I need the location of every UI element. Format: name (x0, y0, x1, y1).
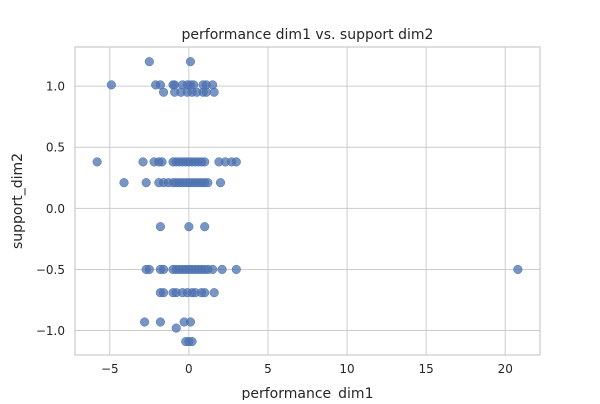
scatter-point (155, 222, 165, 232)
y-tick-label: −0.5 (36, 263, 65, 277)
x-tick-label: 0 (185, 362, 193, 376)
scatter-point (185, 57, 196, 67)
scatter-point (157, 157, 167, 167)
scatter-point (208, 80, 218, 90)
scatter-point (140, 317, 150, 327)
scatter-point (159, 288, 169, 298)
scatter-point (119, 178, 129, 188)
scatter-point (201, 87, 211, 97)
grid-layer (75, 47, 540, 355)
scatter-point (144, 57, 154, 67)
scatter-point (200, 288, 210, 298)
x-tick-label: −5 (101, 362, 119, 376)
scatter-point (209, 87, 219, 97)
scatter-point (92, 157, 102, 167)
chart-title: performance dim1 vs. support dim2 (182, 27, 434, 43)
x-tick-label: 10 (339, 362, 354, 376)
y-tick-label: 1.0 (46, 80, 65, 94)
scatter-point (203, 178, 213, 188)
scatter-point (185, 317, 196, 327)
scatter-point (138, 157, 148, 167)
plot-frame (74, 46, 541, 356)
scatter-point (200, 222, 210, 232)
scatter-point (209, 288, 219, 298)
scatter-point (106, 80, 116, 90)
scatter-point (513, 264, 523, 274)
scatter-point (231, 264, 241, 274)
scatter-point (200, 157, 210, 167)
x-tick-label: 5 (264, 362, 272, 376)
scatter-point (231, 157, 241, 167)
scatter-point (141, 178, 151, 188)
scatter-point (159, 87, 169, 97)
x-tick-labels: −5 0 5 10 15 20 (101, 362, 513, 376)
y-tick-labels: −1.0 −0.5 0.0 0.5 1.0 (36, 80, 65, 338)
x-tick-label: 15 (418, 362, 433, 376)
scatter-point (184, 222, 194, 232)
points-layer (92, 57, 523, 347)
scatter-point (159, 264, 169, 274)
scatter-point (217, 264, 227, 274)
y-tick-label: 0.0 (46, 202, 65, 216)
x-tick-label: 20 (498, 362, 513, 376)
scatter-point (171, 323, 181, 333)
x-axis-title: performance_dim1 (242, 386, 374, 400)
scatter-point (144, 264, 154, 274)
y-tick-label: 0.5 (46, 141, 65, 155)
y-tick-label: −1.0 (36, 324, 65, 338)
y-axis-title: support_dim2 (10, 153, 26, 249)
scatter-point (187, 337, 197, 347)
scatter-point (208, 264, 218, 274)
scatter-point (155, 317, 165, 327)
scatter-point (215, 178, 226, 188)
